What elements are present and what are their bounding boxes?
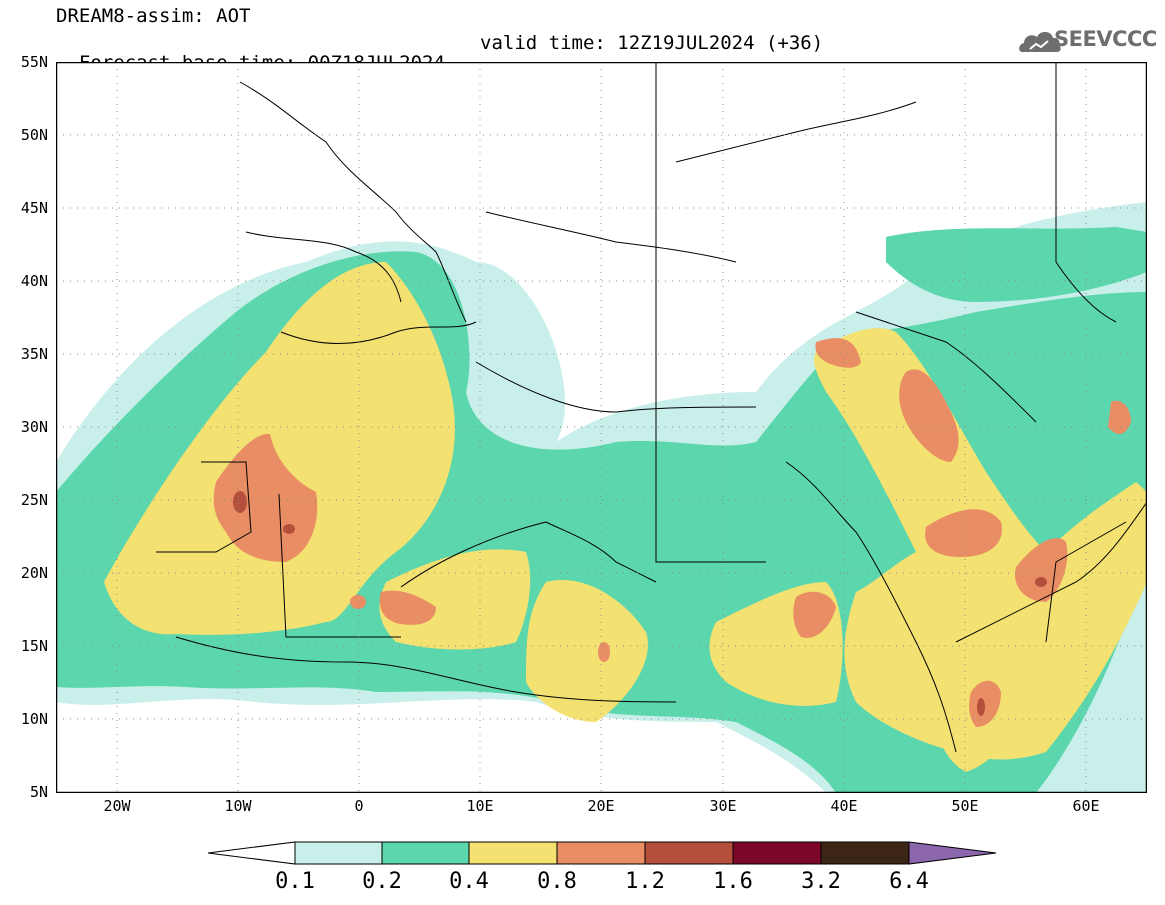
lat-label: 30N: [20, 418, 48, 436]
valid-time-label: valid time: 12Z19JUL2024 (+36): [480, 32, 824, 54]
lat-label: 35N: [20, 345, 48, 363]
lat-label: 10N: [20, 710, 48, 728]
colorbar-tick-label: 0.8: [537, 869, 577, 894]
colorbar-segment: [294, 841, 383, 865]
map-canvas: [55, 61, 1148, 794]
colorbar-segment: [207, 841, 296, 865]
lat-label: 5N: [29, 783, 48, 801]
colorbar-segment: [644, 841, 734, 865]
lon-label: 10E: [466, 797, 494, 815]
seevccc-logo-text: SEEVCCC: [1054, 27, 1157, 51]
lat-label: 40N: [20, 272, 48, 290]
aot-map: [55, 61, 1148, 794]
colorbar-segment: [556, 841, 646, 865]
lon-label: 60E: [1072, 797, 1100, 815]
colorbar-tick-label: 1.2: [625, 869, 665, 894]
graticule: [56, 62, 1147, 793]
aot-band-0.4-0.8: [104, 262, 1147, 772]
lon-label: 20W: [103, 797, 131, 815]
colorbar-tick-label: 6.4: [889, 869, 929, 894]
map-frame: [55, 61, 1148, 794]
lon-label: 0: [354, 797, 364, 815]
cloud-logo-icon: [1019, 31, 1061, 52]
colorbar-tick-label: 3.2: [801, 869, 841, 894]
colorbar-tick-label: 0.2: [362, 869, 402, 894]
colorbar-tick-label: 0.4: [449, 869, 489, 894]
lat-label: 45N: [20, 199, 48, 217]
lon-label: 40E: [830, 797, 858, 815]
aot-band-0.8-1.2: [213, 338, 1131, 727]
colorbar-segment: [468, 841, 558, 865]
lon-label: 50E: [951, 797, 979, 815]
lat-label: 50N: [20, 126, 48, 144]
colorbar-segment: [732, 841, 822, 865]
colorbar-segment: [820, 841, 910, 865]
lat-label: 55N: [20, 53, 48, 71]
lon-label: 20E: [587, 797, 615, 815]
colorbar-segment: [908, 841, 997, 865]
aot-band-1.2-1.6: [233, 491, 1047, 716]
colorbar-tick-label: 1.6: [713, 869, 753, 894]
aot-colorbar: [207, 841, 997, 865]
lon-label: 10W: [224, 797, 252, 815]
lat-label: 20N: [20, 564, 48, 582]
lat-label: 25N: [20, 491, 48, 509]
country-borders: [156, 62, 1148, 753]
lat-label: 15N: [20, 637, 48, 655]
lon-label: 30E: [709, 797, 737, 815]
colorbar-tick-label: 0.1: [275, 869, 315, 894]
colorbar-segment: [381, 841, 470, 865]
map-title: DREAM8-assim: AOT: [56, 5, 251, 27]
